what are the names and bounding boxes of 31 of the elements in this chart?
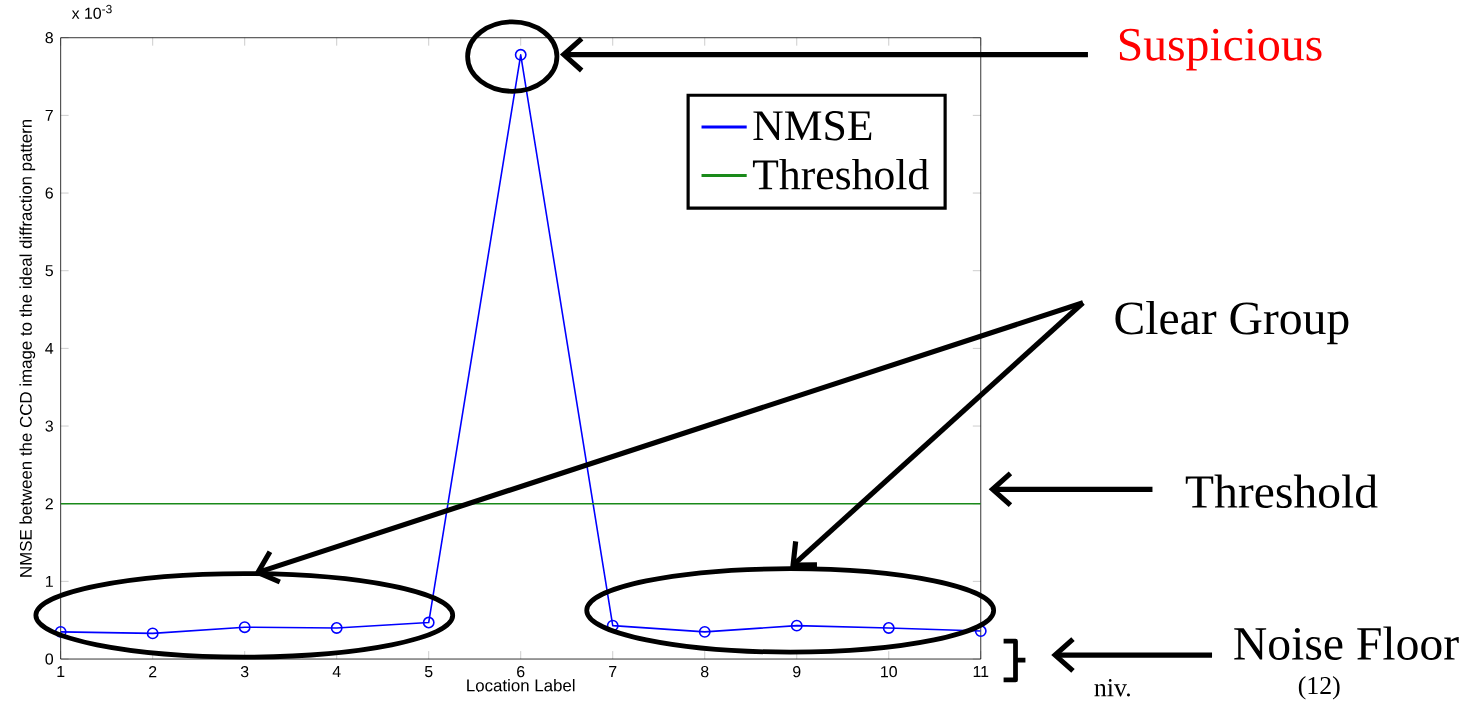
text: Noise Floor bbox=[1234, 626, 1459, 661]
x-tick-label: 2 bbox=[149, 666, 157, 678]
y-tick-label: 6 bbox=[45, 187, 53, 199]
y-tick-label: 3 bbox=[45, 420, 53, 432]
y-tick-label: 5 bbox=[45, 265, 53, 277]
legend-label: Threshold bbox=[752, 159, 929, 190]
y-tick-label: 7 bbox=[45, 110, 53, 122]
x-tick-label: 4 bbox=[332, 666, 341, 678]
text: Threshold bbox=[1185, 474, 1378, 509]
text: (12) bbox=[1298, 676, 1340, 700]
x-tick-label: 1 bbox=[57, 666, 65, 678]
y-tick-label: 0 bbox=[45, 653, 54, 665]
y-tick-label: 8 bbox=[45, 32, 53, 44]
text: Suspicious bbox=[1119, 28, 1322, 71]
text: x 10$^{-3}$ bbox=[71, 5, 112, 20]
y-tick-label: 4 bbox=[45, 343, 54, 355]
x-tick-label: 9 bbox=[793, 666, 801, 678]
text: Clear Group bbox=[1115, 301, 1349, 345]
x-tick-label: 8 bbox=[701, 666, 709, 678]
y-axis-title: NMSE between the CCD image to the ideal diffraction pattern bbox=[19, 120, 36, 577]
legend-label: NMSE bbox=[753, 111, 872, 141]
x-tick-label: 10 bbox=[881, 666, 897, 678]
y-tick-label: 2 bbox=[45, 498, 53, 510]
x-axis-title: Location Label bbox=[467, 679, 575, 692]
x-tick-label: 7 bbox=[609, 666, 617, 678]
x-tick-label: 3 bbox=[240, 666, 249, 678]
text: niv. bbox=[1094, 679, 1130, 697]
x-tick-label: 5 bbox=[424, 666, 433, 678]
x-tick-label: 11 bbox=[973, 666, 989, 678]
y-tick-label: 1 bbox=[46, 576, 53, 588]
x-tick-label: 6 bbox=[517, 666, 525, 678]
